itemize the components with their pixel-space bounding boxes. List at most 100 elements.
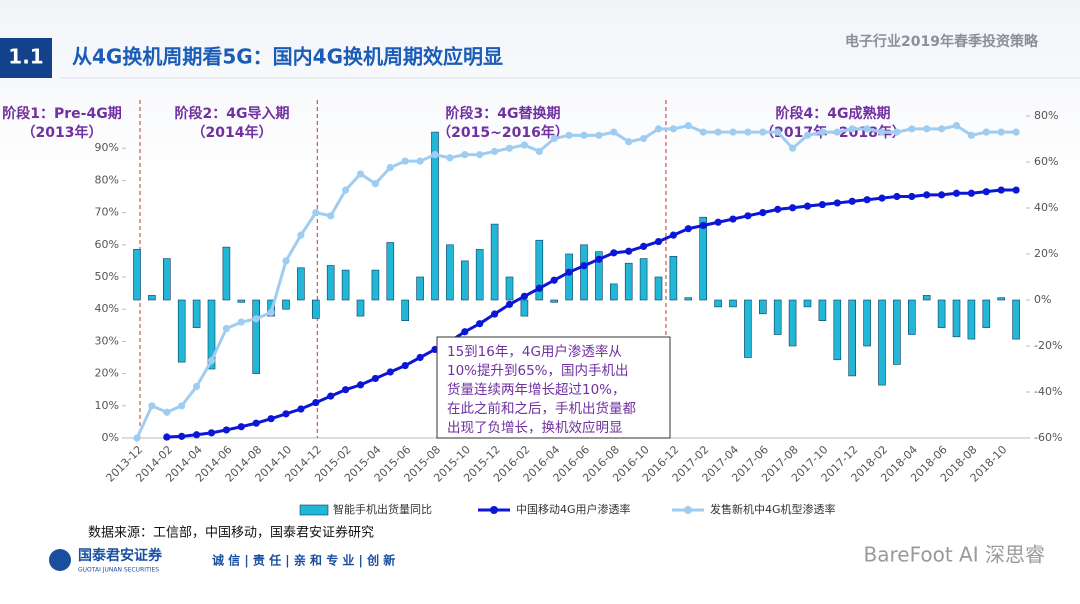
bar: [669, 255, 678, 301]
line-point: [789, 144, 797, 152]
line-point: [222, 426, 230, 434]
bar: [639, 258, 648, 301]
bar: [729, 299, 737, 308]
line-point: [282, 410, 290, 418]
bar: [222, 246, 231, 301]
line-point: [893, 192, 901, 201]
line-point: [595, 131, 603, 139]
line-point: [371, 180, 379, 188]
y2-tick-label: -20%: [1034, 339, 1062, 352]
y2-tick-label: 60%: [1034, 155, 1058, 168]
line-point: [997, 128, 1005, 136]
bar: [371, 269, 380, 301]
line-point: [178, 432, 186, 440]
line-point: [431, 151, 439, 159]
line-point: [133, 434, 141, 442]
line-point: [267, 415, 275, 423]
line: [166, 188, 1017, 439]
y-tick-label: 90%: [95, 141, 119, 154]
bar: [177, 299, 186, 363]
bar: [207, 299, 216, 370]
line-point: [729, 215, 737, 223]
line-point: [580, 262, 588, 270]
y2-tick-label: 80%: [1034, 109, 1058, 122]
line-point: [714, 128, 722, 136]
line-point: [669, 231, 678, 239]
watermark: BareFoot AI 深思睿: [864, 543, 1045, 567]
line-point: [282, 257, 290, 265]
line-point: [565, 268, 573, 276]
line-point: [654, 237, 663, 246]
line-point: [416, 157, 424, 165]
stage-period: （2013年）: [22, 124, 103, 141]
annotation-line: 15到16年，4G用户渗透率从: [447, 343, 622, 360]
line-point: [565, 131, 573, 139]
bar: [893, 299, 901, 365]
bar: [848, 299, 857, 377]
bar: [237, 299, 246, 303]
line-point: [669, 125, 678, 133]
bar: [431, 131, 439, 301]
y-tick-label: 70%: [95, 206, 119, 219]
line-point: [327, 212, 335, 220]
line-point: [997, 186, 1005, 194]
bar: [416, 276, 424, 301]
line-point: [163, 433, 171, 441]
logo: 国泰君安证券: [78, 547, 163, 564]
bar: [907, 299, 916, 335]
bar: [192, 299, 201, 328]
line-point: [759, 209, 767, 217]
bar: [952, 299, 961, 338]
line-point: [699, 128, 707, 136]
bar: [803, 299, 812, 308]
line-point: [312, 398, 320, 407]
line-point: [297, 405, 305, 413]
y-tick-label: 10%: [95, 399, 119, 412]
stage-label: 阶段2：4G导入期: [175, 105, 290, 122]
bar: [326, 265, 335, 301]
line-point: [371, 374, 379, 383]
line-point: [744, 128, 752, 136]
line-point: [803, 202, 812, 210]
bar: [758, 299, 767, 315]
bar: [580, 244, 588, 301]
stage-label: 阶段4：4G成熟期: [776, 105, 891, 122]
line-point: [803, 131, 812, 139]
logo-icon: [49, 549, 71, 571]
y2-tick-label: 20%: [1034, 247, 1058, 260]
legend-dot: [684, 506, 692, 514]
line-point: [878, 194, 886, 202]
stage-label: 阶段1：Pre-4G期: [2, 105, 121, 122]
y-tick-label: 80%: [95, 173, 119, 186]
bar: [550, 299, 559, 303]
line-point: [774, 128, 782, 136]
line-point: [342, 386, 350, 394]
line-point: [535, 147, 543, 156]
line-point: [267, 308, 275, 317]
line-point: [550, 134, 558, 143]
line-point: [1012, 128, 1020, 136]
line-point: [193, 382, 201, 391]
line-point: [505, 144, 514, 152]
line-point: [237, 318, 245, 326]
line-point: [1012, 186, 1020, 194]
bar: [475, 249, 484, 301]
bar: [282, 299, 290, 310]
line-point: [938, 125, 946, 133]
line-point: [938, 191, 946, 199]
plot: 0% 10% 20% 30% 40% 50% 60% 70% 80% 90% -60% -40% -20…: [2, 100, 1062, 516]
line-point: [476, 320, 484, 328]
line-point: [312, 209, 320, 217]
bar: [833, 299, 842, 361]
line-point: [297, 231, 305, 239]
page-title: 从4G换机周期看5G：国内4G换机周期效应明显: [72, 45, 503, 69]
line-point: [774, 205, 782, 213]
line-point: [952, 122, 961, 130]
line-point: [863, 125, 871, 133]
line-point: [401, 157, 409, 165]
bar: [595, 251, 603, 301]
line-point: [908, 192, 916, 201]
stage-label: 阶段3：4G替换期: [446, 105, 561, 122]
line-point: [416, 353, 424, 362]
stage-period: （2014年）: [192, 124, 273, 141]
